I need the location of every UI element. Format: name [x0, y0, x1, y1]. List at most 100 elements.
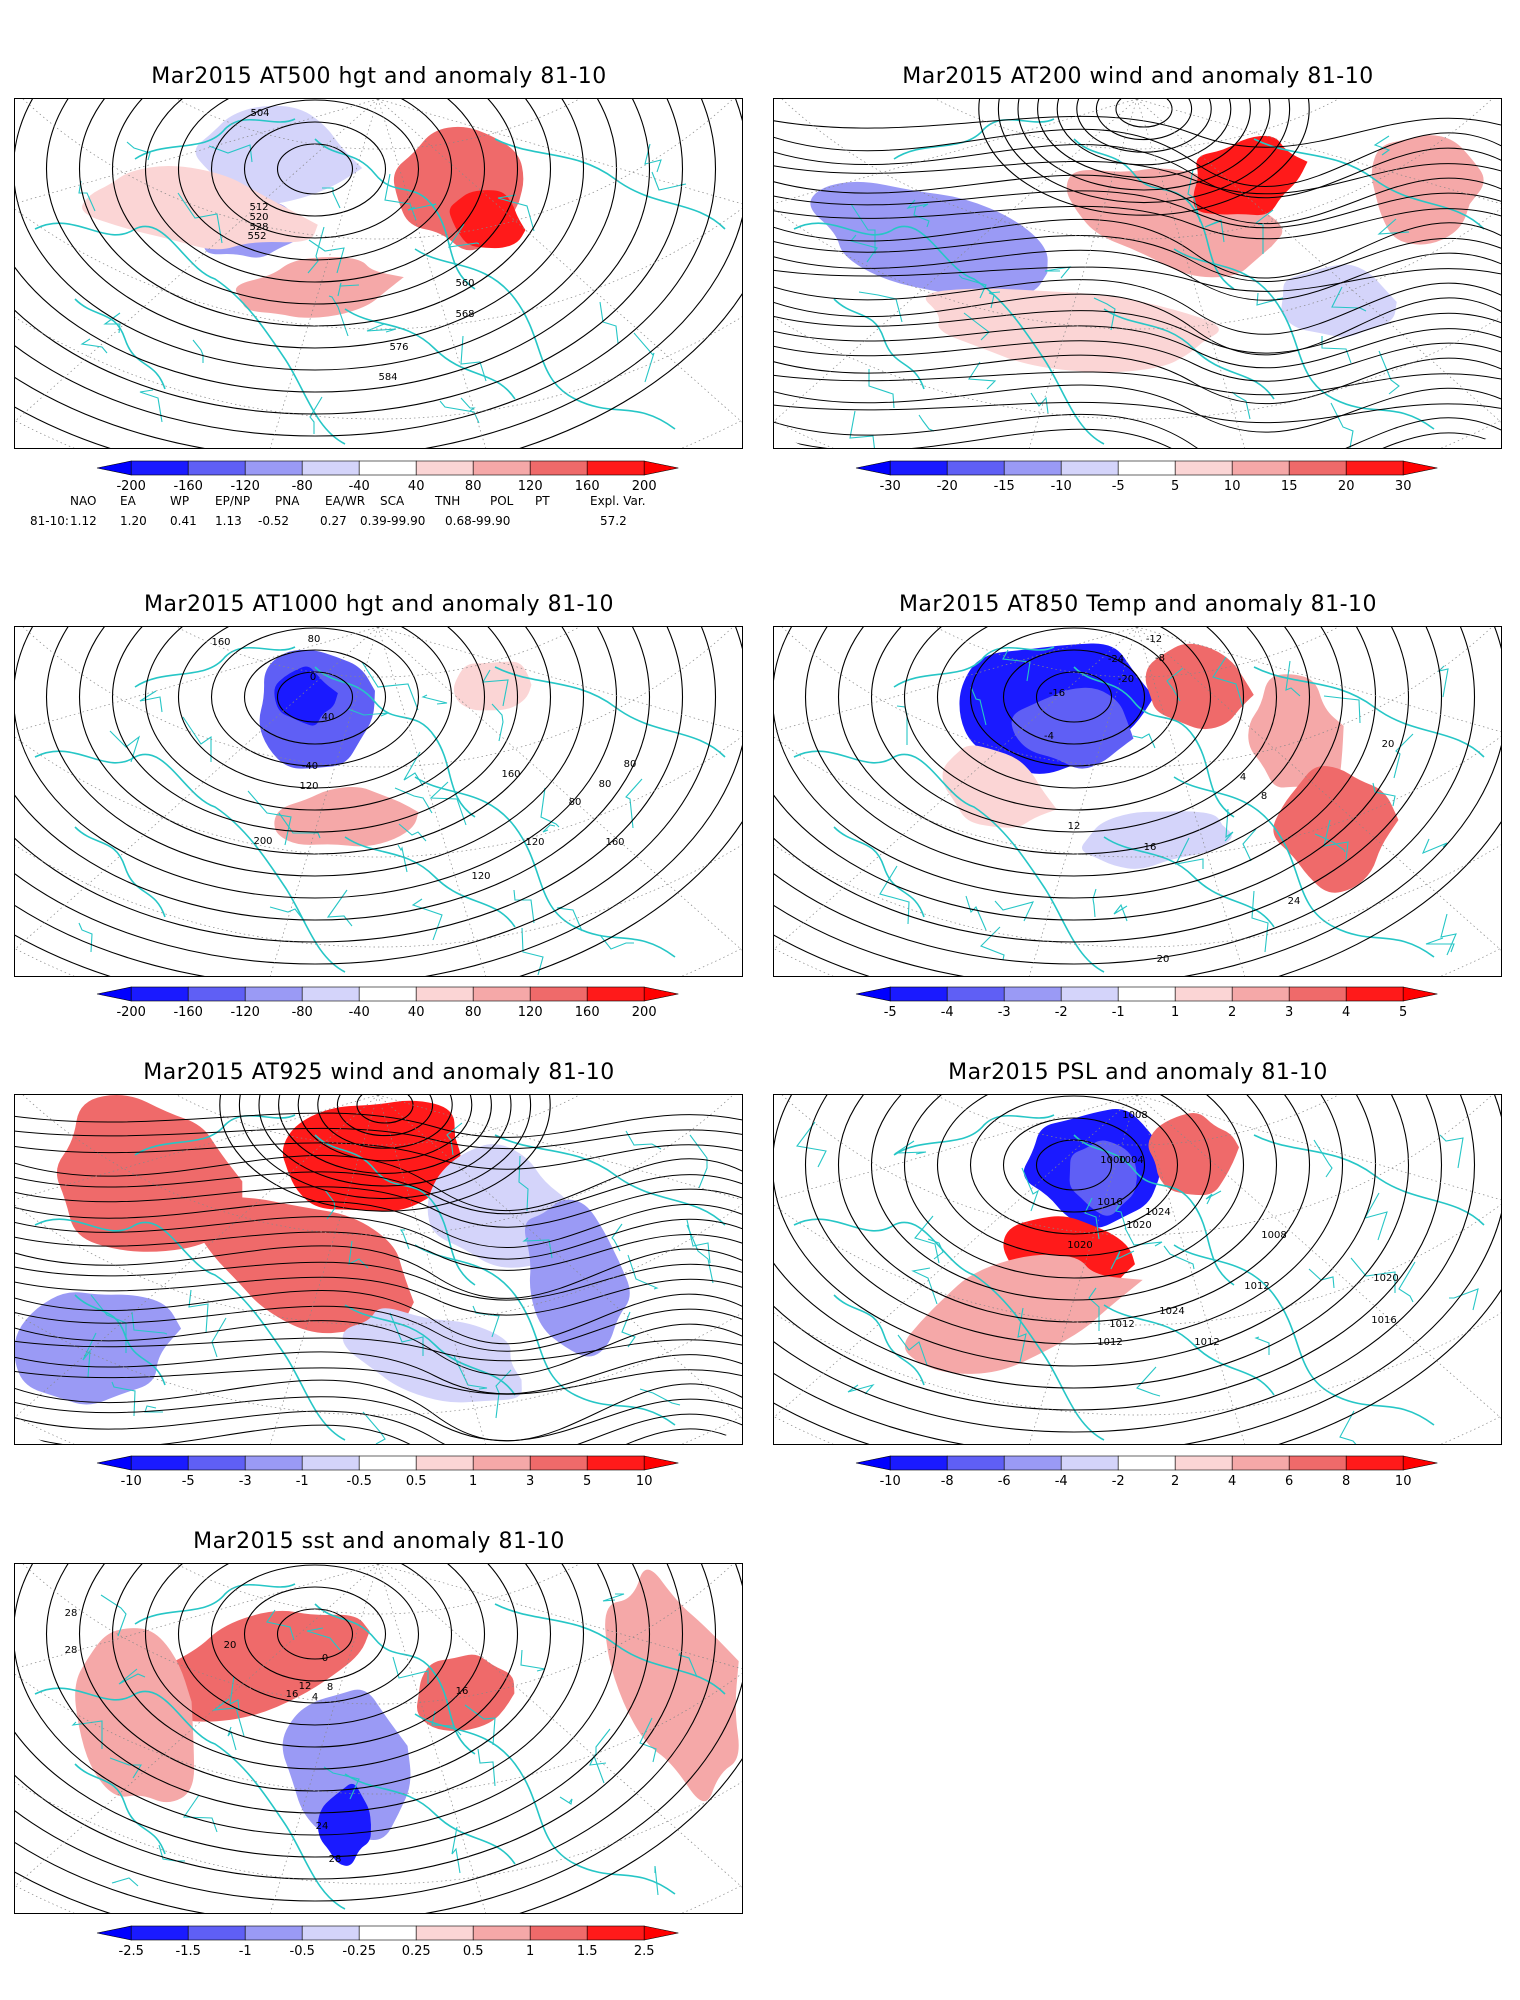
contour-label: 160	[605, 837, 624, 848]
index-value: 1.13	[215, 514, 242, 528]
colorbar-swatch	[586, 460, 645, 476]
contour-label: 24	[316, 1821, 329, 1832]
map-area: 1008 1004 1000 1016 1024 1020 1020 1024 1012 1008…	[773, 1094, 1502, 1445]
colorbar-swatch	[1174, 460, 1233, 476]
contour-label: 12	[1068, 821, 1081, 832]
anomaly-shading	[1069, 1140, 1137, 1216]
colorbar-tick-label: -8	[941, 1474, 954, 1489]
anomaly-shading	[282, 1689, 411, 1840]
index-value: -0.52	[258, 514, 290, 528]
colorbar-swatch	[1345, 460, 1404, 476]
colorbar-tick-label: -200	[116, 1005, 146, 1020]
contour-label: 160	[501, 769, 520, 780]
colorbar-swatch	[889, 1455, 948, 1471]
colorbar-swatch	[529, 1925, 588, 1941]
panel-title: Mar2015 AT925 wind and anomaly 81-10	[143, 1060, 615, 1085]
colorbar-tick-label: 15	[1281, 479, 1298, 494]
contour-label: 4	[1240, 772, 1246, 783]
colorbar-tick-label: 1.5	[577, 1944, 598, 1959]
anomaly-shading	[274, 787, 419, 847]
colorbar-swatch	[1003, 986, 1062, 1002]
index-header: EP/NP	[215, 494, 251, 508]
colorbar-tick-label: -1.5	[176, 1944, 201, 1959]
anomaly-shading	[235, 256, 404, 318]
anomaly-shading	[82, 165, 318, 250]
anomaly-shading	[1371, 135, 1484, 245]
anomaly-shading	[195, 1197, 414, 1334]
color-legend: -2.5 -1.5 -1 -0.5 -0.25 0.25 0.5 1 1.5 2.5	[57, 1924, 707, 1960]
anomaly-shading	[1248, 674, 1344, 788]
colorbar-swatch	[301, 1925, 360, 1941]
colorbar-tick-label: 40	[408, 479, 425, 494]
index-value: 0.68-99.90	[445, 514, 511, 528]
index-value: 57.2	[600, 514, 627, 528]
contour-label: 120	[525, 837, 544, 848]
colorbar-tick-label: 200	[632, 1005, 657, 1020]
graticule	[15, 1564, 742, 1913]
anomaly-shading	[1145, 643, 1254, 730]
contour-label: 120	[299, 781, 318, 792]
colorbar-tick-label: -2	[1055, 1005, 1068, 1020]
colorbar-arrow-right	[1402, 460, 1438, 476]
contour-label: 1012	[1194, 1337, 1219, 1348]
colorbar-tick-label: 6	[1285, 1474, 1293, 1489]
colorbar-swatch	[1174, 1455, 1233, 1471]
contour-label: -4	[1044, 731, 1054, 742]
contour-label: 504	[250, 108, 269, 119]
borders	[796, 1121, 1479, 1444]
contour-label: 560	[455, 278, 474, 289]
borders	[879, 649, 1457, 961]
colorbar-tick-label: 0.25	[402, 1944, 431, 1959]
index-header: TNH	[435, 494, 461, 508]
colorbar-tick-label: -0.25	[342, 1944, 376, 1959]
colorbar-swatch	[889, 460, 948, 476]
colorbar-tick-label: 80	[465, 1005, 482, 1020]
colorbar-arrow-left	[96, 986, 132, 1002]
color-legend: -30 -20 -15 -10 -5 5 10 15 20 30	[816, 459, 1466, 495]
panel-at1000-hgt: Mar2015 AT1000 hgt and anomaly 81-10 160…	[14, 590, 744, 1020]
colorbar-swatch	[415, 460, 474, 476]
colorbar-swatch	[130, 986, 189, 1002]
panel-at200-wind: Mar2015 AT200 wind and anomaly 81-10 -30…	[773, 62, 1503, 540]
index-header: Expl. Var.	[590, 494, 646, 508]
colorbar-tick-label: 3	[1285, 1005, 1293, 1020]
index-value: 0.27	[320, 514, 347, 528]
colorbar-tick-label: 2	[1228, 1005, 1236, 1020]
contour-label: 20	[1157, 954, 1170, 965]
contour-label: 1008	[1122, 1110, 1147, 1121]
colorbar-tick-label: -5	[884, 1005, 897, 1020]
anomaly-shading	[75, 1628, 195, 1803]
contour-label: -20	[1118, 674, 1134, 685]
colorbar-swatch	[472, 1925, 531, 1941]
colorbar-tick-label: 5	[1399, 1005, 1407, 1020]
color-legend: -10 -8 -6 -4 -2 2 4 6 8 10	[816, 1454, 1466, 1490]
contour-label: 1012	[1097, 1337, 1122, 1348]
contour-label: 520	[249, 212, 268, 223]
anomaly-shading	[195, 105, 363, 206]
anomaly-shading	[317, 1783, 371, 1866]
contour-label: 160	[211, 637, 230, 648]
colorbar-tick-label: 1	[526, 1944, 534, 1959]
colorbar-tick-label: 10	[1395, 1474, 1412, 1489]
colorbar-swatch	[130, 460, 189, 476]
contour-label: 16	[1144, 842, 1157, 853]
anomaly-shading	[342, 1308, 522, 1403]
panel-psl: Mar2015 PSL and anomaly 81-10 1008 1004 10…	[773, 1058, 1503, 1490]
contour-label: 584	[378, 372, 397, 383]
colorbar-swatch	[1060, 1455, 1119, 1471]
colorbar-tick-label: -0.5	[290, 1944, 315, 1959]
colorbar-swatch	[1288, 460, 1347, 476]
colorbar-swatch	[472, 986, 531, 1002]
colorbar-swatch	[946, 1455, 1005, 1471]
colorbar-swatch	[946, 986, 1005, 1002]
colorbar-swatch	[472, 460, 531, 476]
index-header: POL	[490, 494, 514, 508]
contour-label: 80	[308, 634, 321, 645]
indices-value-row: 81-10: 1.12 1.20 0.41 1.13 -0.52 0.27 0.39-99.9…	[30, 514, 730, 530]
anomaly-shading	[1281, 264, 1397, 337]
panel-title: Mar2015 sst and anomaly 81-10	[193, 1529, 565, 1554]
contour-label: 8	[1261, 791, 1267, 802]
indices-header-row: NAO EA WP EP/NP PNA EA/WR SCA TNH POL PT Expl. Var…	[30, 494, 730, 510]
